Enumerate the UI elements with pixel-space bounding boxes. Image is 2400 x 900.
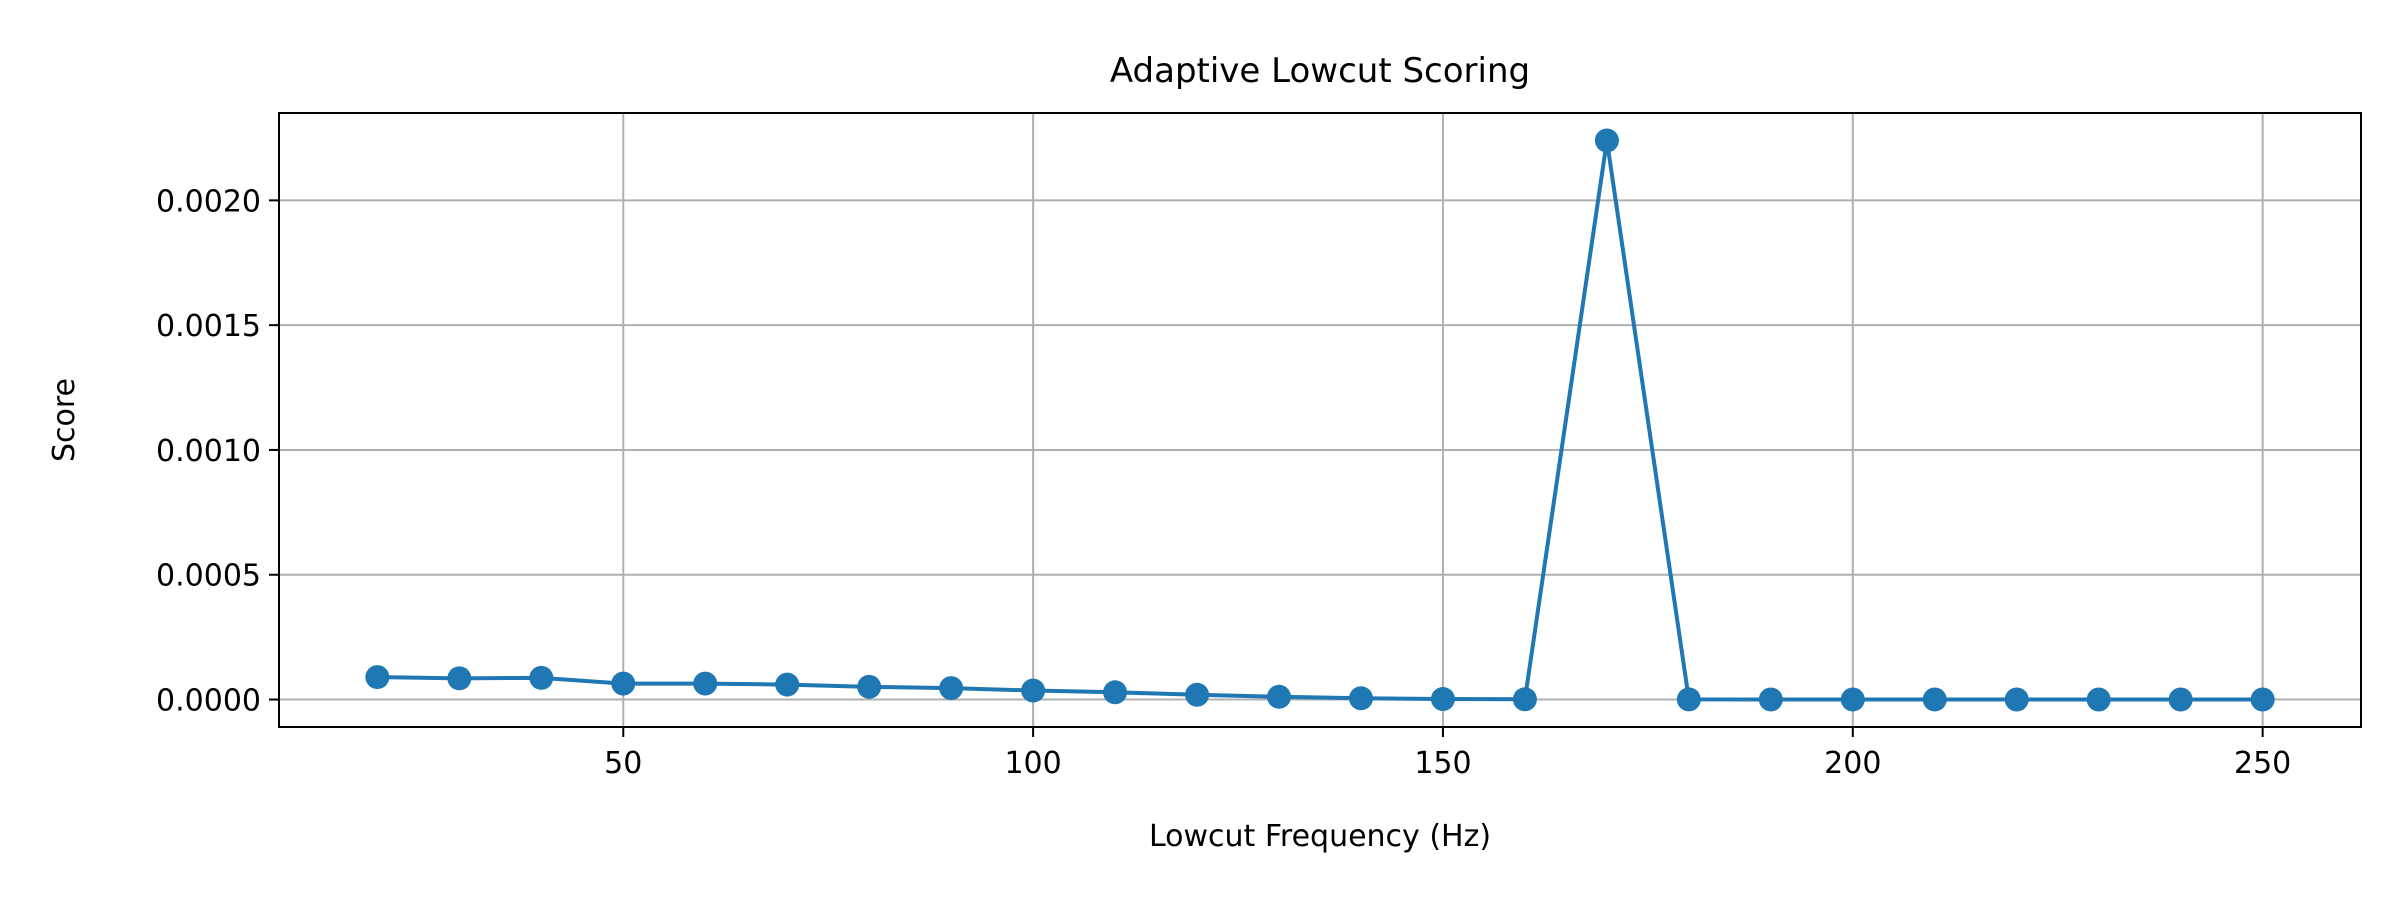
chart-title: Adaptive Lowcut Scoring: [1110, 51, 1530, 91]
x-tick-label: 100: [1004, 746, 1061, 781]
data-point: [1594, 128, 1619, 153]
data-point: [1103, 680, 1128, 705]
data-point: [1021, 678, 1046, 703]
x-axis-label: Lowcut Frequency (Hz): [1149, 819, 1491, 854]
data-point: [1348, 686, 1373, 711]
data-point: [1185, 682, 1210, 707]
y-tick-label: 0.0015: [156, 309, 261, 344]
series-group: [365, 128, 2275, 712]
y-tick-label: 0.0010: [156, 434, 261, 469]
data-point: [939, 676, 964, 701]
data-point: [857, 674, 882, 699]
data-point: [775, 672, 800, 697]
data-point: [2250, 687, 2275, 712]
data-point: [529, 665, 554, 690]
y-tick-label: 0.0020: [156, 184, 261, 219]
data-point: [1840, 687, 1865, 712]
x-tick-label: 200: [1824, 746, 1881, 781]
data-point: [2086, 687, 2111, 712]
data-point: [611, 671, 636, 696]
data-point: [2168, 687, 2193, 712]
data-point: [693, 671, 718, 696]
x-tick-label: 150: [1414, 746, 1471, 781]
data-point: [1922, 687, 1947, 712]
plot-frame: [278, 112, 2362, 728]
data-point: [2004, 687, 2029, 712]
y-tick-label: 0.0000: [156, 684, 261, 719]
series-line: [377, 138, 2263, 702]
ticks: 50 100 150 200 250 0.0000 0.0005 0.0010 0.0015 0.…: [156, 184, 2291, 781]
y-axis-label: Score: [47, 378, 82, 462]
data-point: [1676, 687, 1701, 712]
data-point: [365, 665, 390, 690]
data-point: [1512, 687, 1537, 712]
data-point: [1430, 687, 1455, 712]
x-tick-label: 250: [2234, 746, 2291, 781]
data-point: [1758, 687, 1783, 712]
x-tick-label: 50: [604, 746, 642, 781]
data-point: [1267, 684, 1292, 709]
y-tick-label: 0.0005: [156, 559, 261, 594]
data-point: [447, 666, 472, 691]
